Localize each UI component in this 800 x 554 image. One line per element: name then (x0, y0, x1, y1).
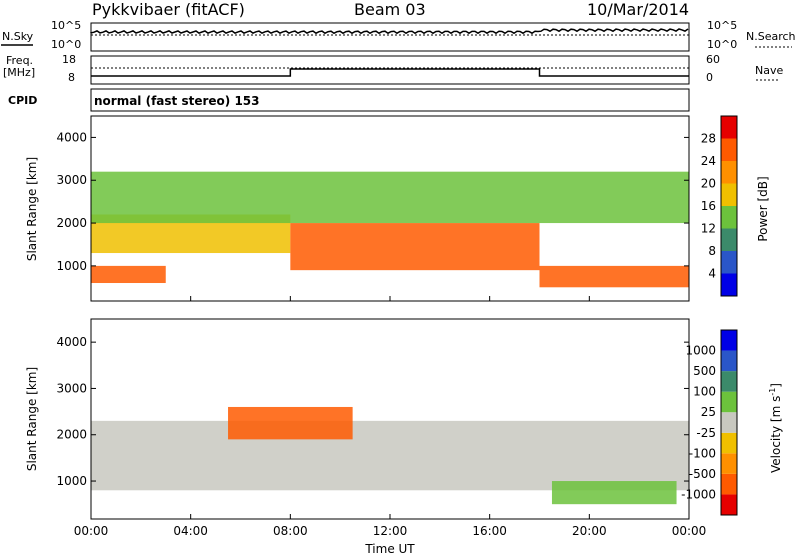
velocity-scatter (91, 406, 689, 505)
power-band-2 (290, 223, 540, 271)
velocity-colorbar-seg-4 (721, 412, 737, 433)
power-colorbar-label: Power [dB] (756, 176, 770, 241)
velocity-band-2 (551, 481, 677, 505)
power-colorbar-seg-0 (721, 273, 737, 296)
cpid-panel-frame (90, 88, 690, 112)
power-colorbar-tick-3: 16 (701, 199, 716, 213)
velocity-colorbar-seg-8 (721, 330, 737, 351)
noise-right-tick-top: 10^5 (707, 19, 738, 32)
noise-panel-frame (90, 22, 690, 52)
freq-trace (91, 67, 689, 77)
velocity-colorbar-tick-4: -25 (696, 426, 716, 440)
velocity-xtick-label-2: 08:00 (273, 524, 308, 538)
power-colorbar-tick-4: 20 (701, 177, 716, 191)
power-colorbar-seg-3 (721, 206, 737, 229)
velocity-xtick-label-1: 04:00 (173, 524, 208, 538)
velocity-colorbar-seg-2 (721, 453, 737, 474)
freq-left-tick-top: 18 (62, 53, 76, 66)
noise-left-tick-top: 10^5 (51, 19, 82, 32)
velocity-y-axis-label: Slant Range [km] (25, 367, 39, 471)
power-scatter (91, 171, 689, 288)
velocity-ytick-label-2: 3000 (56, 381, 87, 395)
freq-right-tick-bottom: 0 (706, 71, 713, 84)
velocity-xtick-label-5: 20:00 (572, 524, 607, 538)
velocity-ytick-label-3: 4000 (56, 335, 87, 349)
velocity-colorbar-seg-6 (721, 371, 737, 392)
power-colorbar: 4 8 12 16 20 24 28 (701, 115, 738, 297)
power-colorbar-seg-5 (721, 161, 737, 184)
noise-right-tick-bottom: 10^0 (707, 38, 738, 51)
velocity-colorbar-tick-6: -500 (689, 467, 716, 481)
velocity-colorbar-frame (720, 329, 738, 516)
power-colorbar-frame (720, 115, 738, 297)
date-label: 10/Mar/2014 (587, 0, 690, 19)
velocity-colorbar-label: Velocity [m s-1] (768, 383, 783, 473)
power-y-axis: 1000 2000 3000 4000 (56, 130, 689, 273)
freq-label-line1: Freq. (6, 54, 34, 67)
power-ytick-label-0: 1000 (56, 259, 87, 273)
velocity-colorbar-tick-5: -100 (689, 446, 716, 460)
velocity-ytick-label-1: 2000 (56, 428, 87, 442)
velocity-colorbar-seg-7 (721, 350, 737, 372)
freq-left-tick-bottom: 8 (68, 71, 75, 84)
velocity-colorbar-tick-2: 100 (693, 385, 716, 399)
velocity-xtick-label-3: 12:00 (373, 524, 408, 538)
velocity-y-axis: 1000 2000 3000 4000 (56, 335, 689, 488)
velocity-colorbar-seg-5 (721, 391, 737, 413)
velocity-band-0 (91, 420, 689, 491)
velocity-ytick-label-0: 1000 (56, 474, 87, 488)
power-colorbar-tick-6: 28 (701, 132, 716, 146)
nave-label: Nave (755, 64, 784, 77)
velocity-x-axis: 00:00 04:00 08:00 12:00 16:00 20:00 00:00 (74, 514, 707, 538)
velocity-colorbar-seg-1 (721, 473, 737, 495)
cpid-label: CPID (8, 94, 38, 107)
cpid-value: normal (fast stereo) 153 (94, 94, 260, 108)
freq-label-line2: [MHz] (3, 66, 36, 79)
power-colorbar-tick-1: 8 (708, 244, 716, 258)
power-colorbar-seg-4 (721, 183, 737, 206)
power-colorbar-tick-0: 4 (708, 267, 716, 281)
velocity-colorbar: 1000 500 100 25 -25 -100 -500 -1000 (681, 329, 738, 516)
power-ytick-label-1: 2000 (56, 216, 87, 230)
power-band-0 (91, 265, 166, 284)
velocity-colorbar-tick-7: -1000 (681, 487, 716, 501)
velocity-xtick-label-6: 00:00 (672, 524, 707, 538)
x-axis-label: Time UT (364, 542, 415, 554)
velocity-colorbar-tick-3: 25 (701, 405, 716, 419)
velocity-colorbar-seg-3 (721, 432, 737, 454)
power-colorbar-tick-5: 24 (701, 154, 716, 168)
velocity-colorbar-seg-0 (721, 494, 737, 515)
noise-sky-line (90, 28, 689, 35)
freq-panel-frame (90, 55, 690, 85)
power-colorbar-seg-7 (721, 116, 737, 139)
power-ytick-label-2: 3000 (56, 173, 87, 187)
velocity-xtick-label-0: 00:00 (74, 524, 109, 538)
velocity-colorbar-tick-1: 500 (693, 364, 716, 378)
noise-trace (90, 28, 689, 36)
power-colorbar-seg-6 (721, 138, 737, 161)
velocity-band-1 (228, 406, 353, 440)
freq-line (91, 68, 689, 77)
freq-right-tick-top: 60 (706, 53, 720, 66)
power-y-axis-label: Slant Range [km] (25, 157, 39, 261)
beam-label: Beam 03 (354, 0, 426, 19)
power-ytick-label-3: 4000 (56, 130, 87, 144)
nsky-label: N.Sky (2, 30, 34, 43)
velocity-xtick-label-4: 16:00 (472, 524, 507, 538)
noise-left-tick-bottom: 10^0 (51, 38, 82, 51)
power-band-3 (539, 265, 689, 288)
power-band-4 (91, 171, 689, 224)
velocity-colorbar-tick-0: 1000 (685, 344, 716, 358)
station-title: Pykkvibaer (fitACF) (92, 0, 245, 19)
power-colorbar-tick-2: 12 (701, 222, 716, 236)
nsearch-label: N.Search (746, 30, 796, 43)
power-colorbar-seg-1 (721, 251, 737, 274)
power-colorbar-seg-2 (721, 228, 737, 251)
power-x-axis (90, 296, 690, 301)
